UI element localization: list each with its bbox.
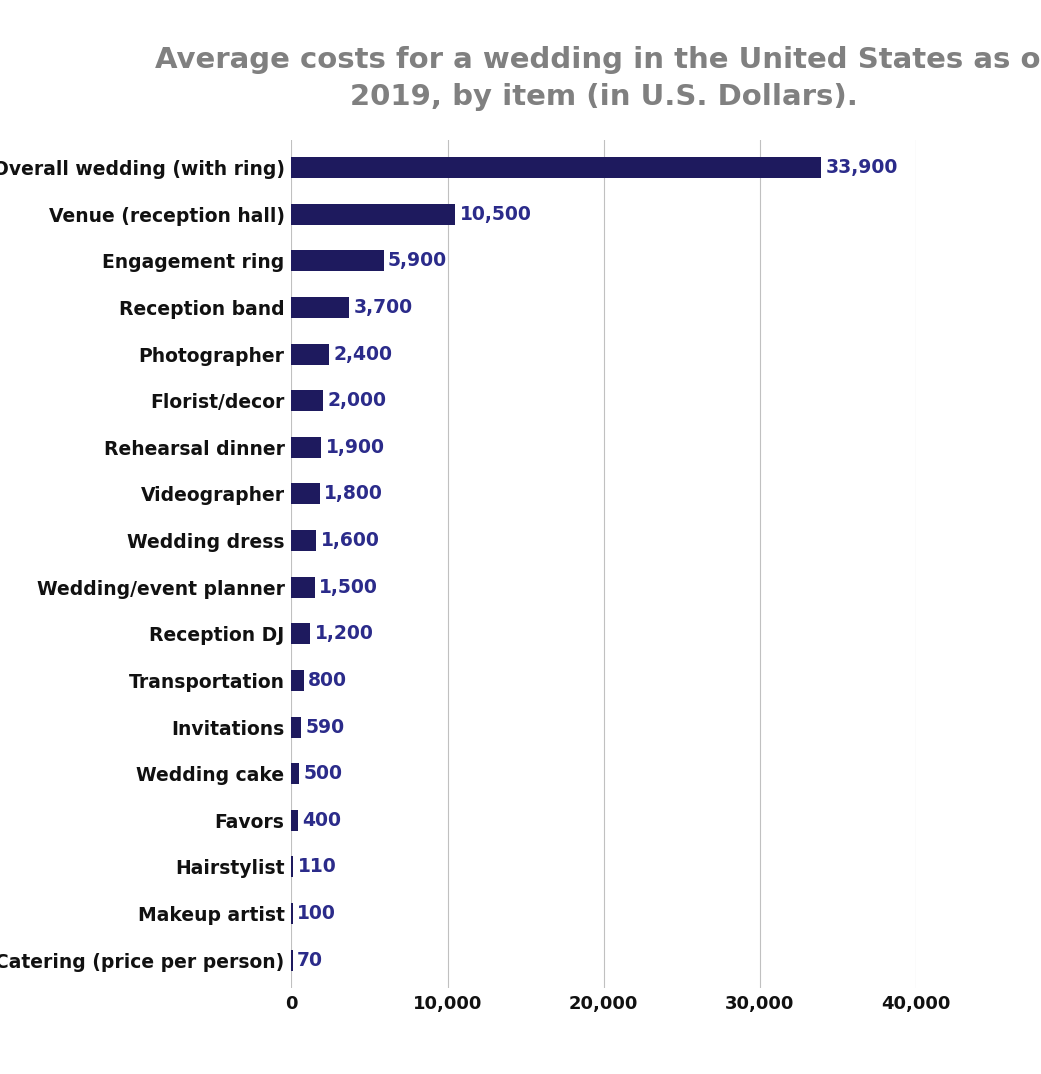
Bar <box>291 670 304 691</box>
Text: 110: 110 <box>298 857 336 876</box>
Text: 1,900: 1,900 <box>326 438 384 456</box>
Bar <box>291 204 456 224</box>
Text: 100: 100 <box>298 904 336 923</box>
Text: 400: 400 <box>302 811 341 830</box>
Bar <box>291 623 310 644</box>
Bar <box>291 250 384 272</box>
Bar <box>291 483 320 505</box>
Text: 500: 500 <box>304 764 342 783</box>
Text: 1,200: 1,200 <box>314 624 374 643</box>
Text: 1,600: 1,600 <box>321 531 380 550</box>
Title: Average costs for a wedding in the United States as of
2019, by item (in U.S. Do: Average costs for a wedding in the Unite… <box>155 46 1041 111</box>
Text: 2,400: 2,400 <box>333 345 392 364</box>
Text: 5,900: 5,900 <box>388 251 447 271</box>
Text: 1,800: 1,800 <box>324 484 383 504</box>
Bar <box>291 903 294 924</box>
Bar <box>291 344 329 364</box>
Text: 70: 70 <box>297 950 323 970</box>
Bar <box>291 296 350 318</box>
Text: 2,000: 2,000 <box>327 391 386 410</box>
Bar <box>291 716 301 738</box>
Bar <box>291 531 316 551</box>
Bar <box>291 856 294 877</box>
Text: 1,500: 1,500 <box>320 578 378 597</box>
Text: 800: 800 <box>308 671 348 690</box>
Bar <box>291 949 293 971</box>
Bar <box>291 437 321 458</box>
Text: 3,700: 3,700 <box>354 297 412 317</box>
Text: 590: 590 <box>305 717 345 737</box>
Bar <box>291 810 298 831</box>
Bar <box>291 157 821 178</box>
Text: 10,500: 10,500 <box>460 205 532 223</box>
Bar <box>291 764 300 784</box>
Text: 33,900: 33,900 <box>826 158 897 177</box>
Bar <box>291 577 315 597</box>
Bar <box>291 390 323 411</box>
